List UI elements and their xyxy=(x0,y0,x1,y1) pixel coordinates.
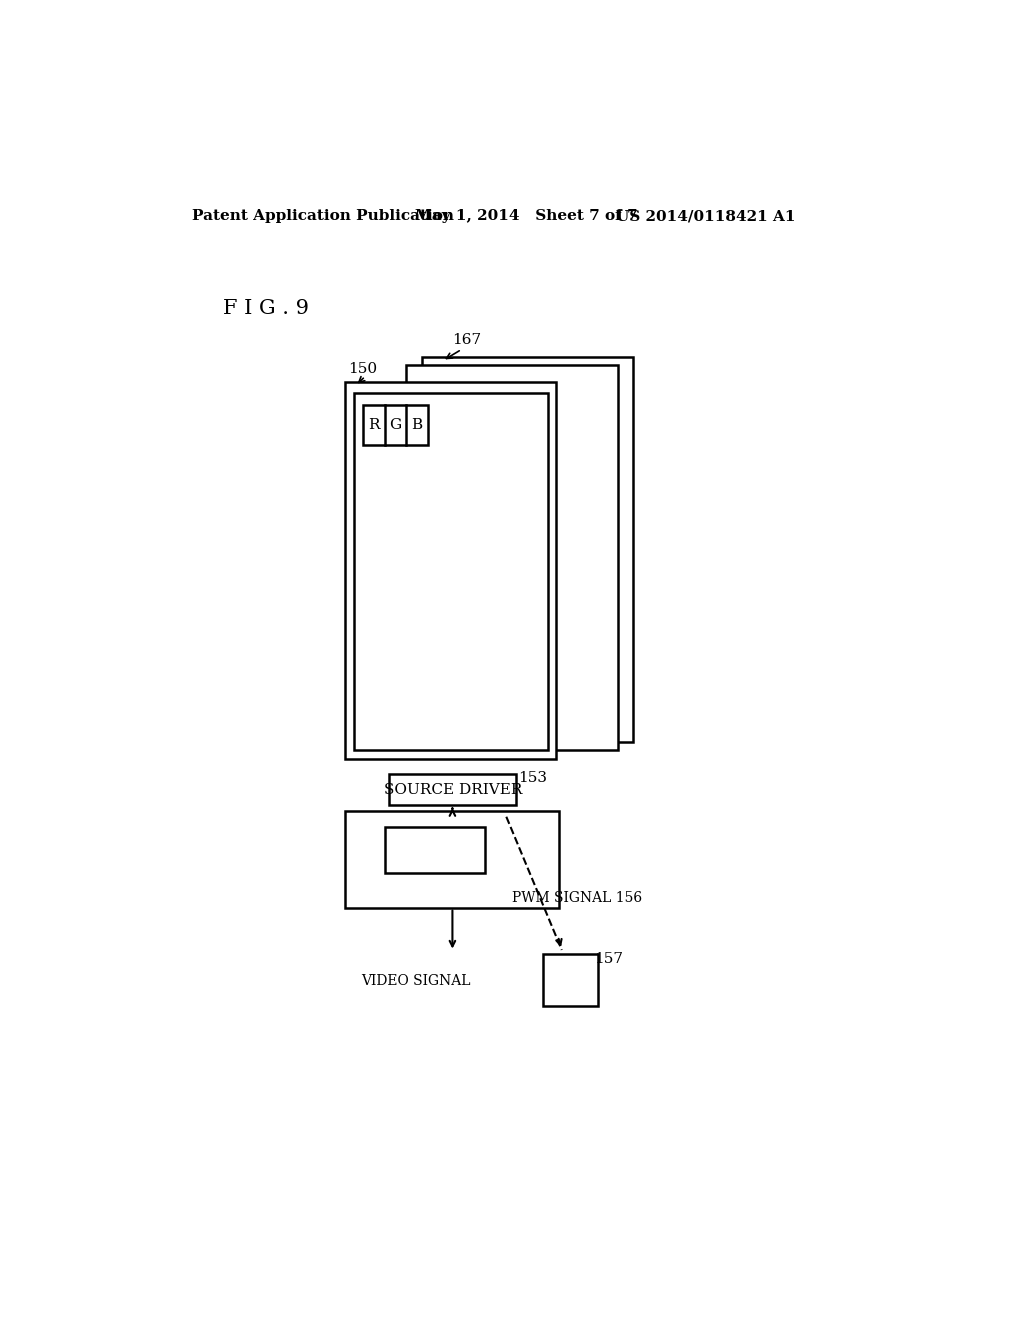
Text: 167: 167 xyxy=(453,333,481,347)
Text: PWM SIGNAL 156: PWM SIGNAL 156 xyxy=(512,891,643,904)
Bar xyxy=(407,364,617,750)
Bar xyxy=(422,358,634,742)
Text: 153: 153 xyxy=(518,771,547,784)
Text: R: R xyxy=(369,418,380,432)
Text: Patent Application Publication: Patent Application Publication xyxy=(193,209,455,223)
Text: VIDEO SIGNAL: VIDEO SIGNAL xyxy=(360,974,470,987)
Text: F I G . 9: F I G . 9 xyxy=(223,300,309,318)
Text: B: B xyxy=(412,418,423,432)
Text: US 2014/0118421 A1: US 2014/0118421 A1 xyxy=(615,209,796,223)
Bar xyxy=(385,826,484,873)
Text: 157: 157 xyxy=(594,952,623,966)
Text: 150: 150 xyxy=(348,362,377,376)
Bar xyxy=(354,393,548,750)
Bar xyxy=(345,812,559,908)
Bar xyxy=(364,405,428,445)
Text: May 1, 2014   Sheet 7 of 7: May 1, 2014 Sheet 7 of 7 xyxy=(416,209,638,223)
Bar xyxy=(543,954,598,1006)
Text: G: G xyxy=(389,418,401,432)
Text: SOURCE DRIVER: SOURCE DRIVER xyxy=(384,783,522,797)
Bar xyxy=(345,381,556,759)
Bar xyxy=(389,775,516,805)
